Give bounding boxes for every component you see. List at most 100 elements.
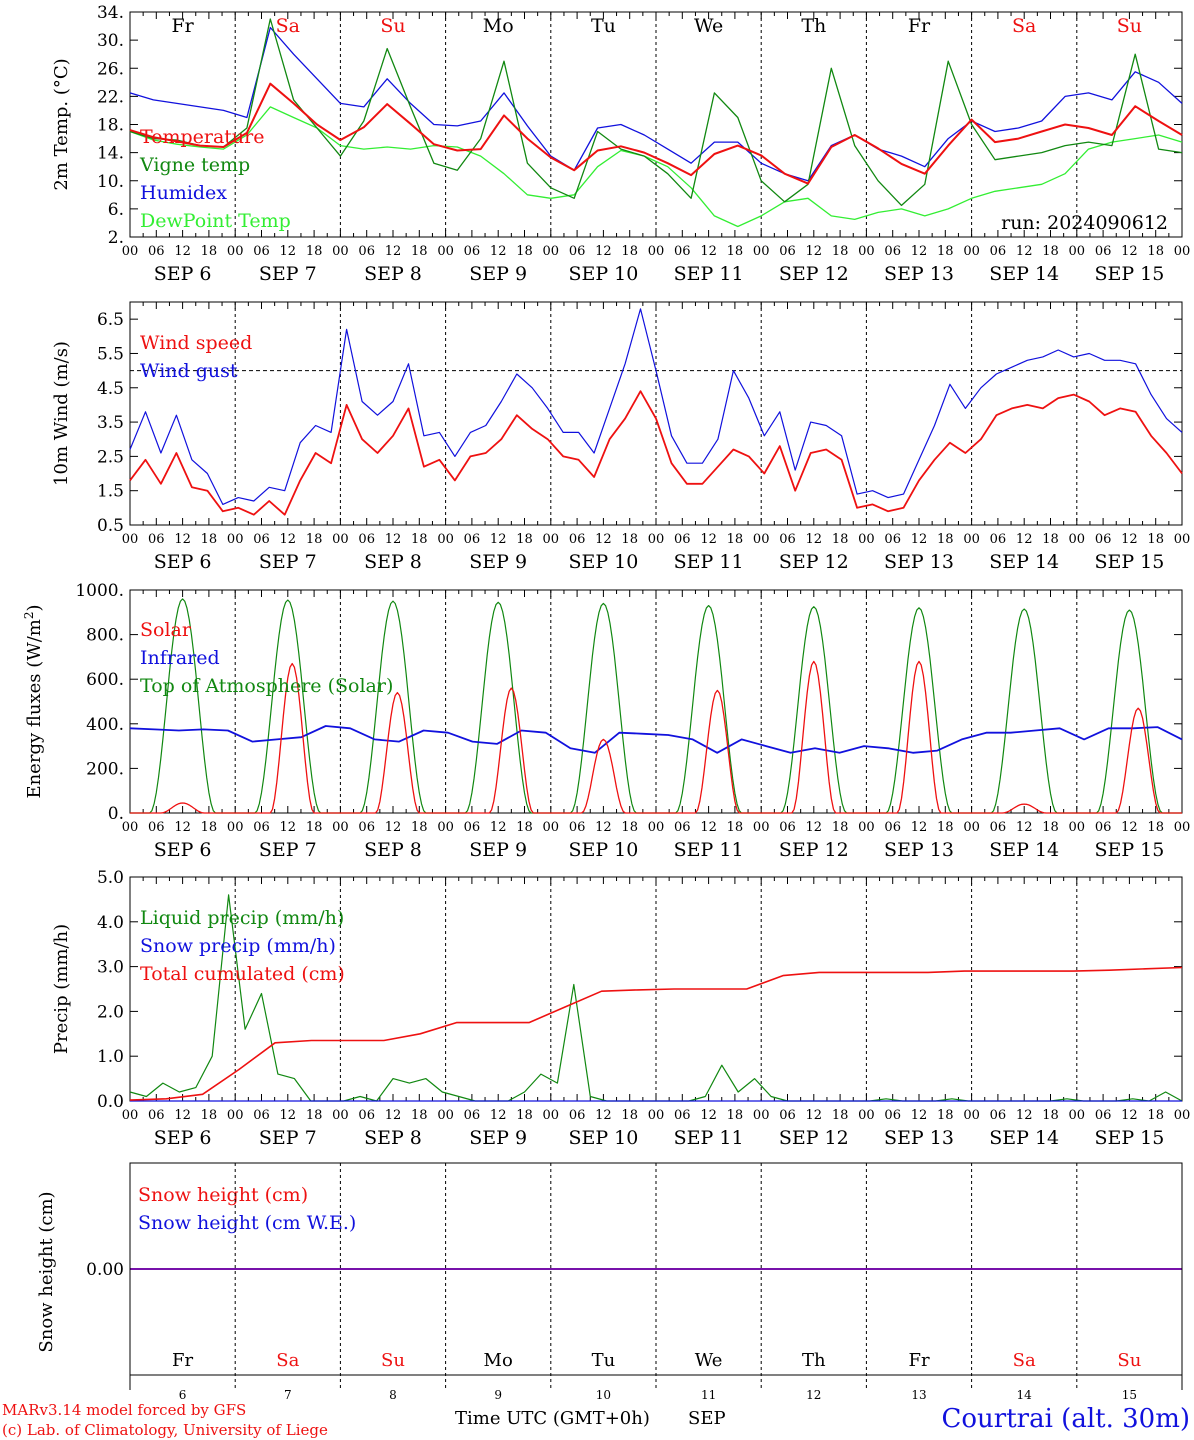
date-label: SEP 14 (989, 263, 1059, 285)
hour-label: 00 (753, 820, 770, 835)
hour-label: 06 (884, 820, 901, 835)
hour-label: 06 (779, 1108, 796, 1123)
hour-label: 18 (411, 1108, 428, 1123)
hour-label: 12 (1121, 1108, 1138, 1123)
hour-label: 00 (858, 820, 875, 835)
day-number-label: 15 (1122, 1388, 1137, 1402)
hour-label: 06 (990, 820, 1007, 835)
hour-label: 06 (253, 1108, 270, 1123)
hour-label: 00 (122, 1108, 139, 1123)
hour-label: 18 (621, 244, 638, 259)
hour-label: 12 (174, 532, 191, 547)
hour-label: 18 (832, 532, 849, 547)
day-number-label: 10 (596, 1388, 611, 1402)
hour-label: 00 (227, 1108, 244, 1123)
date-label: SEP 9 (469, 551, 527, 573)
hour-label: 12 (174, 820, 191, 835)
hour-label: 00 (1069, 1108, 1086, 1123)
hour-label: 18 (411, 244, 428, 259)
y-tick-label: 0. (108, 804, 124, 824)
series-line-wind-speed (129, 390, 1183, 516)
date-label: SEP 12 (779, 839, 849, 861)
hour-label: 18 (306, 244, 323, 259)
hour-label: 18 (516, 820, 533, 835)
hour-label: 18 (201, 532, 218, 547)
date-label: SEP 12 (779, 1127, 849, 1149)
hour-label: 00 (437, 820, 454, 835)
hour-label: 12 (174, 244, 191, 259)
y-tick-label: 30. (97, 31, 124, 51)
date-label: SEP 7 (259, 263, 317, 285)
day-of-week-label: Fr (908, 1350, 929, 1371)
hour-label: 00 (648, 532, 665, 547)
hour-label: 12 (595, 1108, 612, 1123)
hour-label: 00 (1069, 244, 1086, 259)
y-axis-label: 10m Wind (m/s) (51, 341, 72, 486)
hour-label: 06 (358, 532, 375, 547)
hour-label: 00 (543, 532, 560, 547)
date-label: SEP 14 (989, 551, 1059, 573)
date-label: SEP 8 (364, 1127, 422, 1149)
date-label: SEP 15 (1094, 839, 1164, 861)
hour-label: 12 (280, 532, 297, 547)
legend-entry: DewPoint Temp (140, 210, 291, 232)
day-of-week-label: Tu (592, 1350, 616, 1371)
hour-label: 00 (543, 820, 560, 835)
hour-label: 00 (963, 820, 980, 835)
date-label: SEP 13 (884, 263, 954, 285)
legend-entry: Total cumulated (cm) (140, 963, 345, 985)
hour-label: 12 (490, 1108, 507, 1123)
hour-label: 06 (779, 244, 796, 259)
hour-label: 18 (727, 244, 744, 259)
date-label: SEP 12 (779, 263, 849, 285)
hour-label: 18 (937, 820, 954, 835)
y-tick-label: 22. (97, 87, 124, 107)
hour-label: 18 (621, 820, 638, 835)
hour-label: 12 (911, 820, 928, 835)
hour-label: 06 (884, 532, 901, 547)
day-number-label: 12 (806, 1388, 821, 1402)
date-label: SEP 7 (259, 1127, 317, 1149)
hour-label: 00 (1174, 532, 1191, 547)
y-tick-label: 2. (108, 228, 124, 248)
y-tick-label: 400. (86, 715, 124, 735)
hour-label: 06 (674, 1108, 691, 1123)
hour-label: 00 (858, 244, 875, 259)
y-tick-label: 0.00 (86, 1260, 124, 1280)
hour-label: 06 (253, 820, 270, 835)
hour-label: 06 (569, 820, 586, 835)
hour-label: 00 (648, 1108, 665, 1123)
date-label: SEP 6 (154, 1127, 212, 1149)
hour-label: 00 (963, 532, 980, 547)
hour-label: 12 (490, 532, 507, 547)
day-of-week-label: Su (381, 1350, 405, 1371)
hour-label: 12 (385, 1108, 402, 1123)
hour-label: 18 (1042, 820, 1059, 835)
hour-label: 06 (464, 1108, 481, 1123)
day-number-label: 8 (389, 1388, 397, 1402)
model-credit: MARv3.14 model forced by GFS (2, 1401, 246, 1419)
legend-entry: Temperature (140, 126, 264, 148)
hour-label: 12 (280, 1108, 297, 1123)
hour-label: 12 (806, 820, 823, 835)
hour-label: 00 (753, 1108, 770, 1123)
hour-label: 06 (990, 1108, 1007, 1123)
hour-label: 18 (516, 1108, 533, 1123)
legend-entry: Humidex (140, 182, 227, 204)
legend-entry: Wind gust (140, 360, 238, 382)
day-number-label: 9 (494, 1388, 502, 1402)
hour-label: 00 (648, 820, 665, 835)
hour-label: 18 (727, 1108, 744, 1123)
station-label: Courtrai (alt. 30m) (942, 1404, 1191, 1434)
hour-label: 00 (227, 532, 244, 547)
hour-label: 06 (1095, 532, 1112, 547)
hour-label: 06 (148, 244, 165, 259)
hour-label: 00 (753, 244, 770, 259)
date-label: SEP 15 (1094, 1127, 1164, 1149)
hour-label: 06 (884, 244, 901, 259)
date-label: SEP 8 (364, 839, 422, 861)
date-label: SEP 10 (568, 263, 638, 285)
hour-label: 00 (1069, 532, 1086, 547)
hour-label: 00 (332, 532, 349, 547)
y-tick-label: 4.0 (97, 913, 124, 933)
